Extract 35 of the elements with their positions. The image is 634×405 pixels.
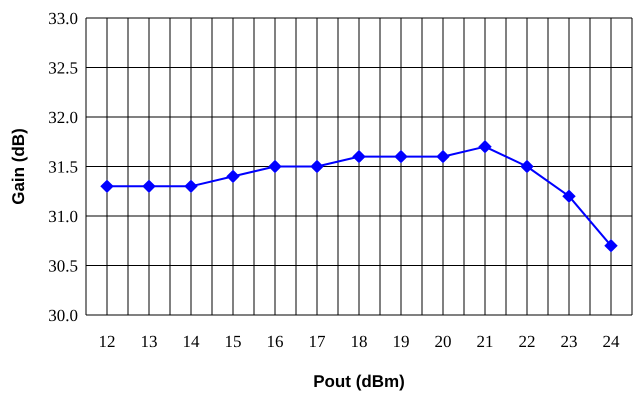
x-tick-label: 24 xyxy=(602,332,620,352)
y-axis-title: Gain (dB) xyxy=(9,128,28,205)
x-tick-label: 14 xyxy=(182,332,200,352)
x-tick-label: 12 xyxy=(98,332,116,352)
x-tick-label: 23 xyxy=(560,332,578,352)
y-tick-label: 33.0 xyxy=(48,9,78,28)
x-tick-label: 20 xyxy=(434,332,452,352)
x-tick-label: 19 xyxy=(392,332,410,352)
x-tick-label: 21 xyxy=(476,332,494,352)
x-tick-label: 17 xyxy=(308,332,326,352)
y-tick-label: 32.0 xyxy=(48,108,78,128)
point xyxy=(142,180,156,193)
point xyxy=(184,180,198,193)
point xyxy=(226,170,240,183)
point xyxy=(478,140,492,154)
x-axis-title: Pout (dBm) xyxy=(313,372,405,391)
y-tick-label: 31.5 xyxy=(48,158,78,177)
x-tick-label: 18 xyxy=(350,332,368,352)
x-tick-label: 16 xyxy=(266,332,284,352)
y-tick-label: 30.5 xyxy=(48,256,78,276)
point xyxy=(436,150,450,164)
y-tick-label: 32.5 xyxy=(48,58,78,78)
point xyxy=(394,150,408,164)
x-tick-label: 13 xyxy=(140,332,158,352)
x-tick-label: 15 xyxy=(224,332,242,352)
point xyxy=(520,160,534,173)
point xyxy=(352,150,366,164)
point xyxy=(310,160,324,173)
y-tick-label: 30.0 xyxy=(48,306,78,326)
y-tick-label: 31.0 xyxy=(48,207,78,226)
point xyxy=(100,180,114,193)
point xyxy=(604,239,618,252)
x-tick-label: 22 xyxy=(518,332,536,352)
point xyxy=(268,160,282,173)
point xyxy=(562,190,576,203)
